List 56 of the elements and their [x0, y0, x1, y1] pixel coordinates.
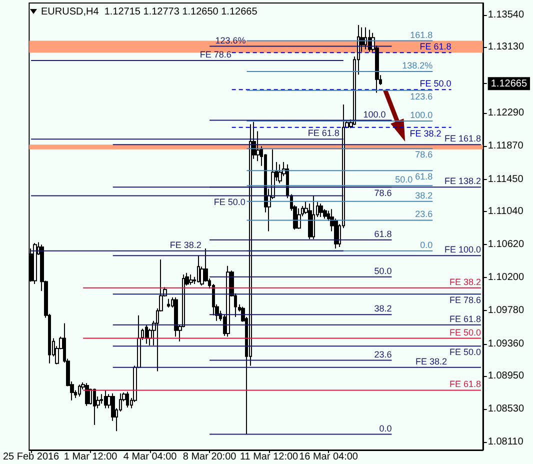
- series-label: FE 50.0: [449, 347, 481, 358]
- series-label: 23.6: [374, 349, 392, 360]
- y-tick-label: 1.08110: [488, 436, 524, 448]
- y-tick-label: 1.12290: [488, 108, 524, 119]
- series-label: 38.2: [374, 304, 392, 314]
- y-tick-label: 1.13130: [488, 42, 524, 53]
- y-tick-label: 1.12665: [490, 78, 528, 90]
- series-label: FE 100.0: [444, 244, 481, 255]
- series-label: FE 61.8: [308, 128, 340, 138]
- series-label: FE 61.8: [449, 314, 481, 324]
- chart-title: EURUSD,H4 1.12715 1.12773 1.12650 1.12665: [41, 6, 258, 18]
- y-tick-label: 1.09360: [488, 338, 524, 350]
- series-label: 161.8: [410, 30, 433, 40]
- series-label: 123.6%: [215, 35, 246, 46]
- series-label: FE 61.8: [449, 379, 481, 390]
- y-tick-label: 1.08950: [488, 370, 524, 382]
- series-label: FE 38.2: [410, 128, 442, 138]
- series-label: 61.8: [415, 172, 433, 182]
- series-label: 123.6: [410, 91, 433, 102]
- series-label: 100.0: [363, 109, 386, 120]
- series-label: 78.6: [374, 188, 392, 198]
- series-label: FE 50.0: [214, 196, 246, 207]
- series-label: 23.6: [415, 209, 433, 220]
- series-label: 0.0: [379, 423, 392, 434]
- y-tick-label: 1.11870: [488, 140, 524, 152]
- y-tick-label: 1.13540: [488, 9, 524, 20]
- series-label: FE 138.2: [444, 176, 481, 186]
- x-tick-label: 16 Mar 04:00: [299, 452, 358, 462]
- y-tick-label: 1.10620: [488, 239, 524, 250]
- series-label: 100.0: [410, 110, 433, 120]
- x-tick-label: 11 Mar 12:00: [240, 452, 299, 462]
- series-label: 0.0: [420, 240, 433, 250]
- series-label: FE 50.0: [449, 327, 481, 338]
- series-label: FE 38.2: [170, 240, 202, 250]
- series-label: FE 161.8: [444, 134, 481, 144]
- y-tick-label: 1.10200: [488, 272, 524, 284]
- series-label: 138.2%: [402, 60, 433, 70]
- series-label: 50.0: [395, 174, 413, 185]
- x-tick-label: 25 Feb 2016: [2, 452, 60, 462]
- series-label: FE 78.6: [200, 49, 232, 60]
- series-label: 38.2: [415, 190, 433, 200]
- series-label: FE 50.0: [420, 78, 452, 89]
- y-tick-label: 1.11450: [488, 174, 524, 185]
- series-label: 50.0: [374, 266, 392, 276]
- series-label: 61.8: [374, 228, 392, 239]
- series-label: 78.6: [415, 150, 433, 160]
- series-label: FE 38.2: [449, 276, 481, 287]
- y-tick-label: 1.08530: [488, 404, 524, 415]
- x-tick-label: 8 Mar 20:00: [182, 452, 237, 462]
- x-tick-label: 4 Mar 04:00: [123, 452, 178, 462]
- series-label: FE 61.8: [420, 42, 452, 52]
- series-label: FE 38.2: [415, 356, 447, 366]
- series-label: FE 78.6: [449, 295, 481, 306]
- y-tick-label: 1.09780: [488, 305, 524, 316]
- y-tick-label: 1.11040: [488, 206, 524, 218]
- x-tick-label: 1 Mar 12:00: [64, 452, 118, 462]
